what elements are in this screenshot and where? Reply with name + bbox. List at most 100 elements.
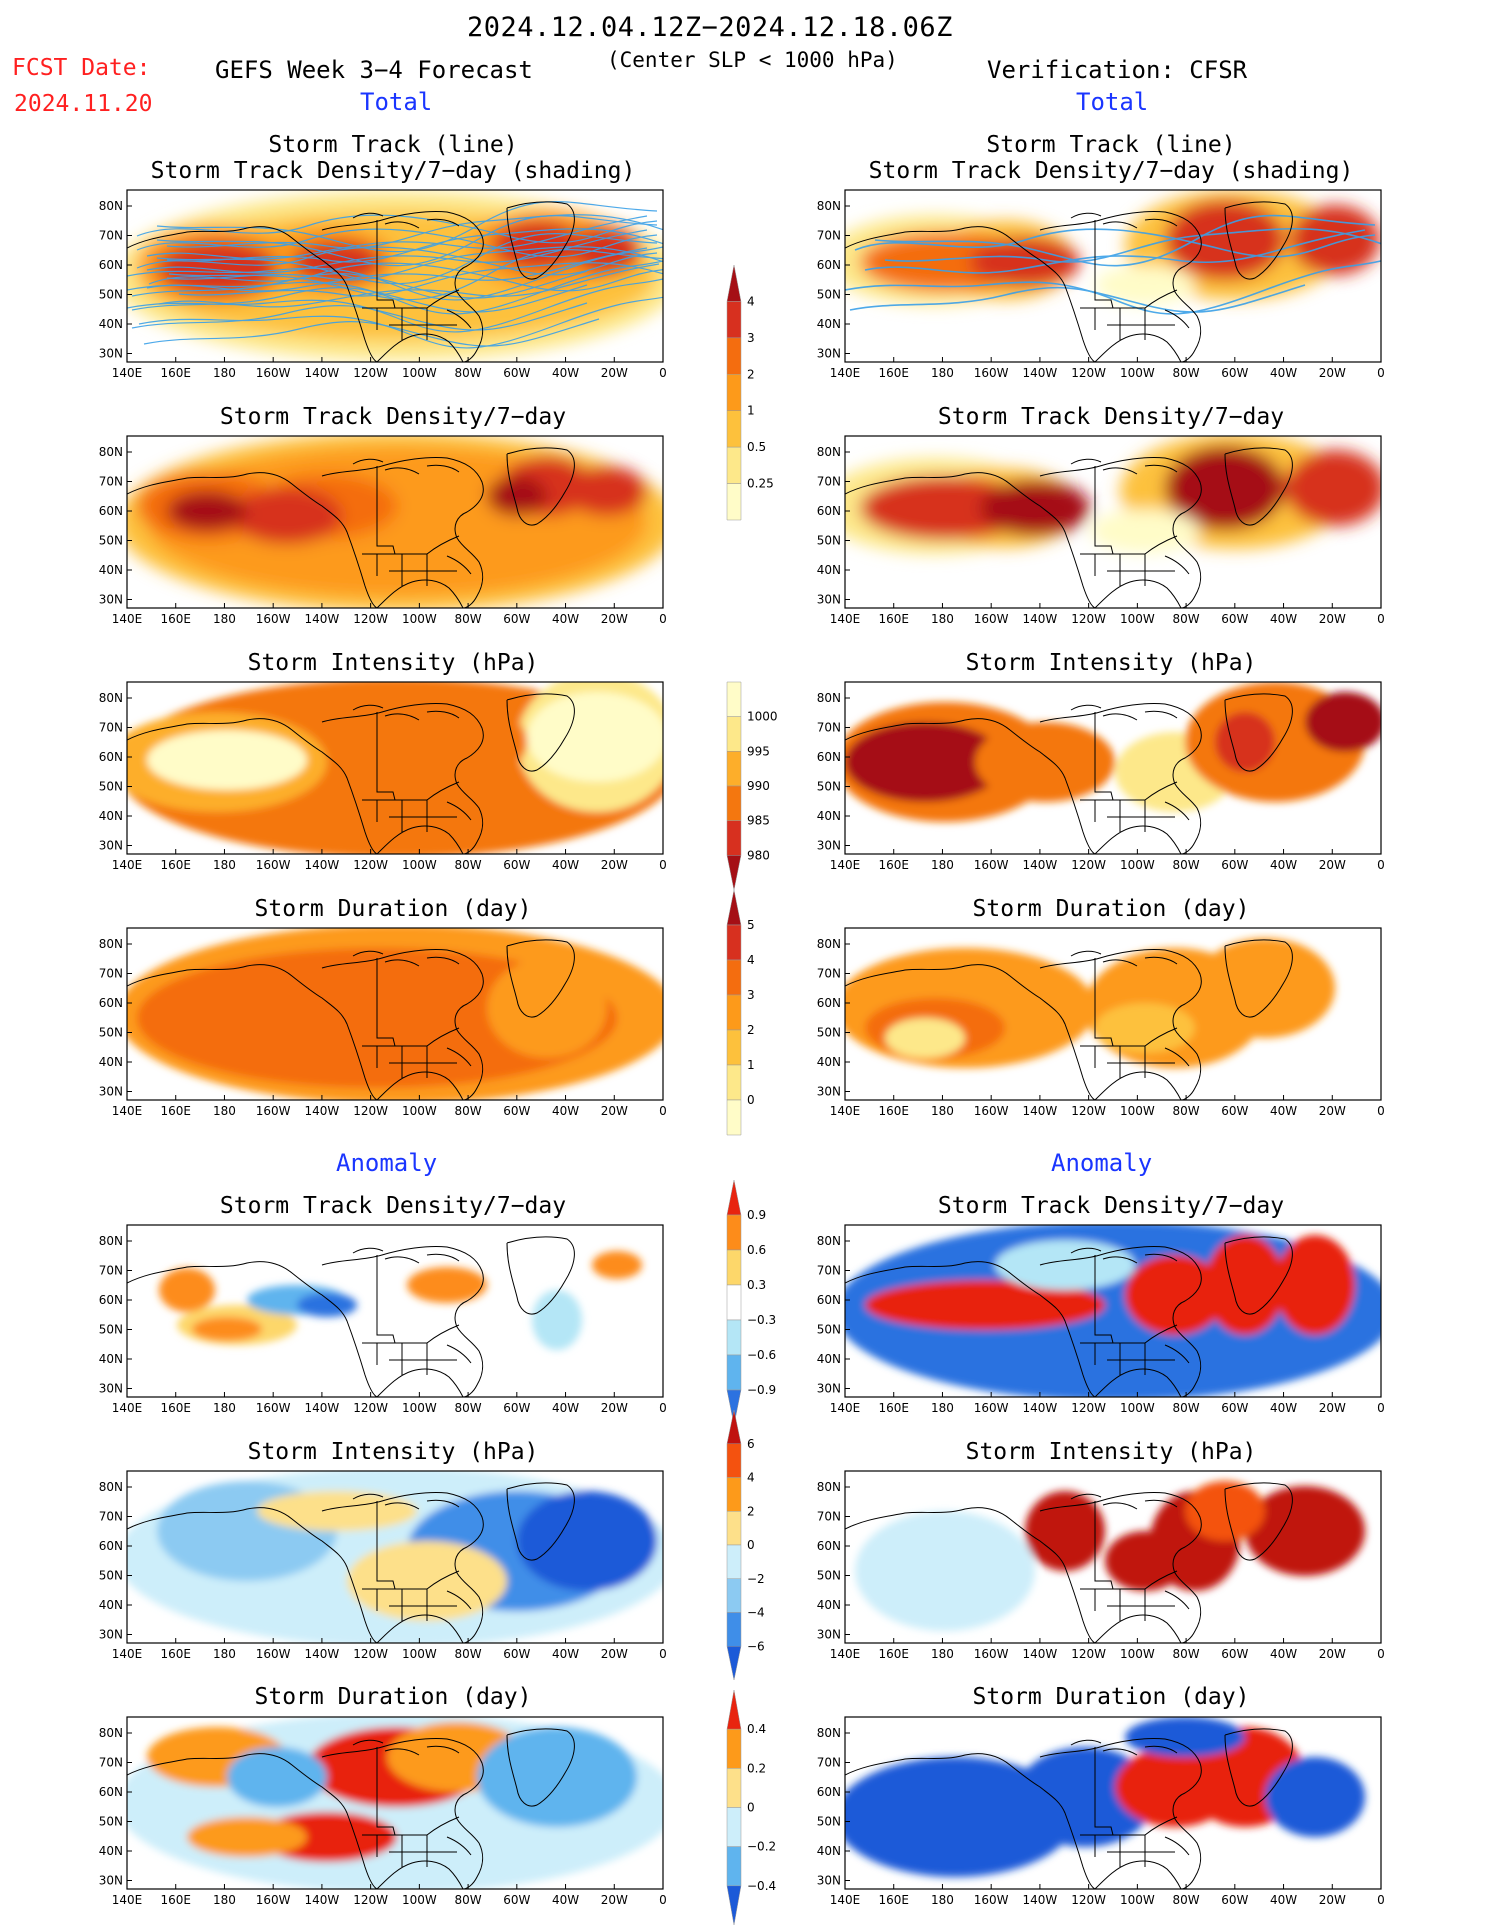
lon-tick-label: 60W bbox=[1221, 1401, 1248, 1415]
lon-tick-label: 60W bbox=[503, 1401, 530, 1415]
lon-tick-label: 180 bbox=[931, 1104, 954, 1118]
lon-tick-label: 160W bbox=[974, 366, 1009, 380]
lon-tick-label: 160W bbox=[256, 858, 291, 872]
colorbar-label: −2 bbox=[747, 1572, 765, 1586]
lon-tick-label: 20W bbox=[601, 612, 628, 626]
lat-tick-label: 60N bbox=[99, 1785, 123, 1799]
lat-tick-label: 80N bbox=[99, 691, 123, 705]
shading-region bbox=[532, 1290, 582, 1350]
lon-tick-label: 20W bbox=[601, 1401, 628, 1415]
lat-tick-label: 80N bbox=[99, 937, 123, 951]
colorbar-label: 0.6 bbox=[747, 1243, 766, 1257]
lon-tick-label: 160E bbox=[878, 612, 909, 626]
map-panel-r-5: 140E 160E 180 160W 140W 120W 100W 80W 60W 40W 20W 0… bbox=[817, 1470, 1385, 1661]
colorbar-label: 0 bbox=[747, 1538, 755, 1552]
lat-tick-label: 50N bbox=[99, 534, 123, 548]
colorbar-label: 5 bbox=[747, 918, 755, 932]
lat-tick-label: 60N bbox=[99, 258, 123, 272]
lat-tick-label: 30N bbox=[817, 593, 841, 607]
map-panel-r-0: 140E 160E 180 160W 140W 120W 100W 80W 60W 40W 20W 0… bbox=[817, 189, 1385, 380]
lat-tick-label: 70N bbox=[817, 1510, 841, 1524]
colorbar-swatch bbox=[726, 681, 742, 717]
lon-tick-label: 0 bbox=[659, 1104, 667, 1118]
lon-tick-label: 20W bbox=[1319, 366, 1346, 380]
lon-tick-label: 80W bbox=[1173, 1401, 1200, 1415]
lon-tick-label: 160W bbox=[974, 858, 1009, 872]
map-panel-r-6: 140E 160E 180 160W 140W 120W 100W 80W 60W 40W 20W 0… bbox=[817, 1716, 1385, 1907]
lat-tick-label: 80N bbox=[99, 445, 123, 459]
lat-tick-label: 30N bbox=[817, 839, 841, 853]
lat-tick-label: 30N bbox=[99, 839, 123, 853]
lon-tick-label: 160E bbox=[878, 858, 909, 872]
colorbar-label: 1 bbox=[747, 1058, 755, 1072]
lat-tick-label: 80N bbox=[99, 199, 123, 213]
lat-tick-label: 70N bbox=[99, 475, 123, 489]
lat-tick-label: 80N bbox=[817, 691, 841, 705]
lat-tick-label: 70N bbox=[99, 721, 123, 735]
lon-tick-label: 180 bbox=[931, 858, 954, 872]
lat-tick-label: 60N bbox=[817, 1293, 841, 1307]
total-label-left: Total bbox=[360, 88, 433, 116]
colorbar-swatch bbox=[726, 1846, 742, 1887]
lon-tick-label: 0 bbox=[659, 1893, 667, 1907]
lon-tick-label: 180 bbox=[213, 858, 236, 872]
lon-tick-label: 100W bbox=[402, 1104, 437, 1118]
lon-tick-label: 0 bbox=[1377, 1401, 1385, 1415]
lon-tick-label: 60W bbox=[503, 1893, 530, 1907]
lon-tick-label: 160E bbox=[160, 1401, 191, 1415]
colorbar-label: 0.2 bbox=[747, 1761, 766, 1775]
lon-tick-label: 40W bbox=[1270, 1893, 1297, 1907]
lon-tick-label: 140W bbox=[1023, 858, 1058, 872]
lat-tick-label: 60N bbox=[817, 1785, 841, 1799]
verification-label: Verification: CFSR bbox=[987, 56, 1248, 84]
shading-region bbox=[477, 1727, 637, 1827]
lon-tick-label: 140E bbox=[830, 366, 861, 380]
colorbar-density_anom: 0.9 0.6 0.3 −0.3 −0.6 −0.9 bbox=[726, 1179, 776, 1426]
colorbar-swatch bbox=[726, 1319, 742, 1356]
lon-tick-label: 140E bbox=[112, 858, 143, 872]
lon-tick-label: 160W bbox=[974, 1647, 1009, 1661]
colorbar-swatch bbox=[726, 1284, 742, 1321]
lon-tick-label: 100W bbox=[1120, 858, 1155, 872]
shading-region bbox=[1195, 938, 1335, 1038]
lon-tick-label: 20W bbox=[1319, 1893, 1346, 1907]
lon-tick-label: 0 bbox=[659, 1401, 667, 1415]
lon-tick-label: 140W bbox=[1023, 1401, 1058, 1415]
anomaly-label-left: Anomaly bbox=[336, 1149, 438, 1177]
lon-tick-label: 100W bbox=[402, 858, 437, 872]
lon-tick-label: 160W bbox=[974, 1104, 1009, 1118]
lon-tick-label: 100W bbox=[1120, 1893, 1155, 1907]
lon-tick-label: 0 bbox=[1377, 1104, 1385, 1118]
lon-tick-label: 140E bbox=[830, 1104, 861, 1118]
shading-region bbox=[567, 466, 647, 516]
colorbar-label: 990 bbox=[747, 779, 770, 793]
lon-tick-label: 180 bbox=[931, 612, 954, 626]
lon-tick-label: 0 bbox=[1377, 1893, 1385, 1907]
lon-tick-label: 160W bbox=[974, 612, 1009, 626]
colorbar-swatch bbox=[726, 994, 742, 1031]
lon-tick-label: 160E bbox=[878, 366, 909, 380]
shading-region bbox=[855, 1511, 1035, 1631]
shading-region bbox=[297, 1293, 357, 1317]
map-panel-r-2: 140E 160E 180 160W 140W 120W 100W 80W 60W 40W 20W 0… bbox=[817, 681, 1385, 872]
panel-frame bbox=[844, 1224, 1382, 1398]
lon-tick-label: 80W bbox=[1173, 366, 1200, 380]
colorbar-label: 1 bbox=[747, 404, 755, 418]
shading-region bbox=[1165, 446, 1285, 530]
panel-frame bbox=[126, 1224, 664, 1398]
lat-tick-label: 40N bbox=[99, 1352, 123, 1366]
lat-tick-label: 40N bbox=[817, 563, 841, 577]
map-panel-l-6: 140E 160E 180 160W 140W 120W 100W 80W 60W 40W 20W 0… bbox=[99, 1716, 667, 1907]
shading-region bbox=[187, 1817, 307, 1857]
lon-tick-label: 20W bbox=[601, 1893, 628, 1907]
lon-tick-label: 60W bbox=[1221, 858, 1248, 872]
lon-tick-label: 80W bbox=[1173, 1647, 1200, 1661]
lon-tick-label: 0 bbox=[1377, 366, 1385, 380]
lon-tick-label: 160E bbox=[878, 1893, 909, 1907]
lat-tick-label: 40N bbox=[817, 1352, 841, 1366]
lat-tick-label: 40N bbox=[817, 809, 841, 823]
shading-region bbox=[159, 1268, 215, 1312]
colorbar-label: 6 bbox=[747, 1437, 755, 1451]
lon-tick-label: 140E bbox=[830, 1893, 861, 1907]
